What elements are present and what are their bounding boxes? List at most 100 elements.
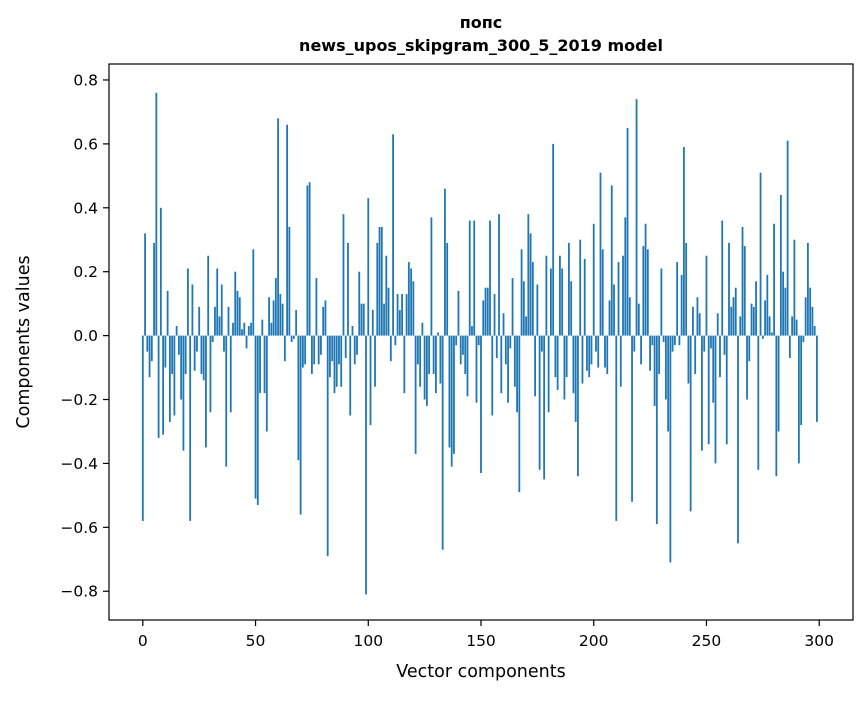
- bar: [159, 207, 162, 336]
- bar: [189, 335, 192, 521]
- bar: [791, 316, 794, 336]
- bar: [254, 335, 257, 499]
- bar: [247, 326, 250, 336]
- bar: [536, 284, 539, 336]
- bar: [498, 214, 500, 336]
- bar: [730, 306, 733, 336]
- bar: [220, 284, 223, 336]
- y-tick-label: 0.8: [73, 71, 98, 89]
- bar: [392, 134, 394, 336]
- bar: [800, 335, 803, 426]
- bar: [710, 335, 712, 349]
- bar: [660, 268, 663, 336]
- bar: [277, 118, 279, 336]
- bar: [484, 287, 487, 336]
- bar: [723, 335, 726, 355]
- bar: [223, 335, 225, 352]
- bar: [324, 300, 327, 336]
- y-tick-label: 0.2: [73, 263, 98, 281]
- bar: [664, 335, 667, 400]
- bar: [340, 335, 343, 387]
- bar: [198, 306, 201, 336]
- bar: [320, 335, 322, 355]
- bar: [588, 335, 591, 378]
- bar: [748, 335, 751, 362]
- bar: [290, 335, 293, 342]
- bar: [586, 335, 588, 371]
- bar: [540, 335, 543, 352]
- bar: [187, 268, 189, 336]
- bar: [439, 335, 442, 384]
- bar: [531, 262, 534, 336]
- bar: [504, 335, 507, 365]
- bar: [705, 255, 708, 336]
- bar: [311, 335, 313, 374]
- bar: [755, 281, 757, 336]
- bar: [590, 335, 593, 365]
- bar: [559, 255, 561, 336]
- bar: [313, 335, 316, 365]
- bar: [335, 335, 338, 387]
- bar: [376, 242, 379, 336]
- bar: [243, 322, 246, 336]
- bar: [764, 300, 766, 336]
- bar: [299, 335, 302, 515]
- bar: [513, 335, 516, 387]
- bar: [543, 335, 546, 480]
- bar: [403, 335, 406, 394]
- bar: [162, 335, 165, 435]
- bar: [671, 335, 674, 352]
- bar: [385, 255, 388, 336]
- bar: [568, 242, 570, 336]
- bar: [387, 287, 390, 336]
- bar: [304, 335, 307, 365]
- bar: [653, 335, 656, 406]
- bar: [423, 335, 426, 400]
- bar: [416, 335, 419, 365]
- bar: [757, 335, 760, 470]
- bar: [766, 274, 769, 336]
- bar: [486, 287, 489, 336]
- bars-group: [141, 92, 818, 595]
- bar: [338, 335, 340, 365]
- bar: [430, 217, 433, 336]
- bar: [739, 316, 742, 336]
- bar: [493, 294, 496, 336]
- bar: [175, 326, 178, 336]
- bar: [651, 335, 654, 346]
- bar: [444, 188, 446, 336]
- bar: [522, 281, 525, 336]
- bar: [741, 226, 744, 336]
- bar: [173, 335, 176, 416]
- bar: [509, 335, 512, 349]
- x-tick-label: 200: [579, 632, 609, 650]
- bar: [146, 335, 149, 352]
- bar: [662, 335, 665, 342]
- bar: [396, 294, 399, 336]
- bar: [737, 335, 739, 544]
- bar: [196, 335, 198, 352]
- bar: [286, 124, 289, 336]
- bar: [234, 271, 237, 336]
- bar: [453, 335, 455, 454]
- bar: [816, 335, 818, 422]
- bar: [601, 249, 604, 336]
- bar: [164, 335, 167, 368]
- bar: [721, 220, 724, 336]
- bar: [274, 278, 277, 336]
- y-tick-label: −0.4: [60, 455, 98, 473]
- bar: [270, 322, 273, 336]
- bar: [268, 297, 270, 336]
- bar: [168, 335, 171, 422]
- bar: [581, 335, 584, 384]
- bar: [788, 335, 791, 358]
- bar: [155, 92, 158, 336]
- bar: [545, 255, 548, 336]
- bar: [261, 319, 264, 336]
- bar: [770, 332, 773, 336]
- bar: [619, 335, 622, 387]
- x-tick-label: 0: [138, 632, 148, 650]
- bar: [728, 242, 730, 336]
- bar: [552, 143, 555, 336]
- y-tick-label: −0.2: [60, 391, 98, 409]
